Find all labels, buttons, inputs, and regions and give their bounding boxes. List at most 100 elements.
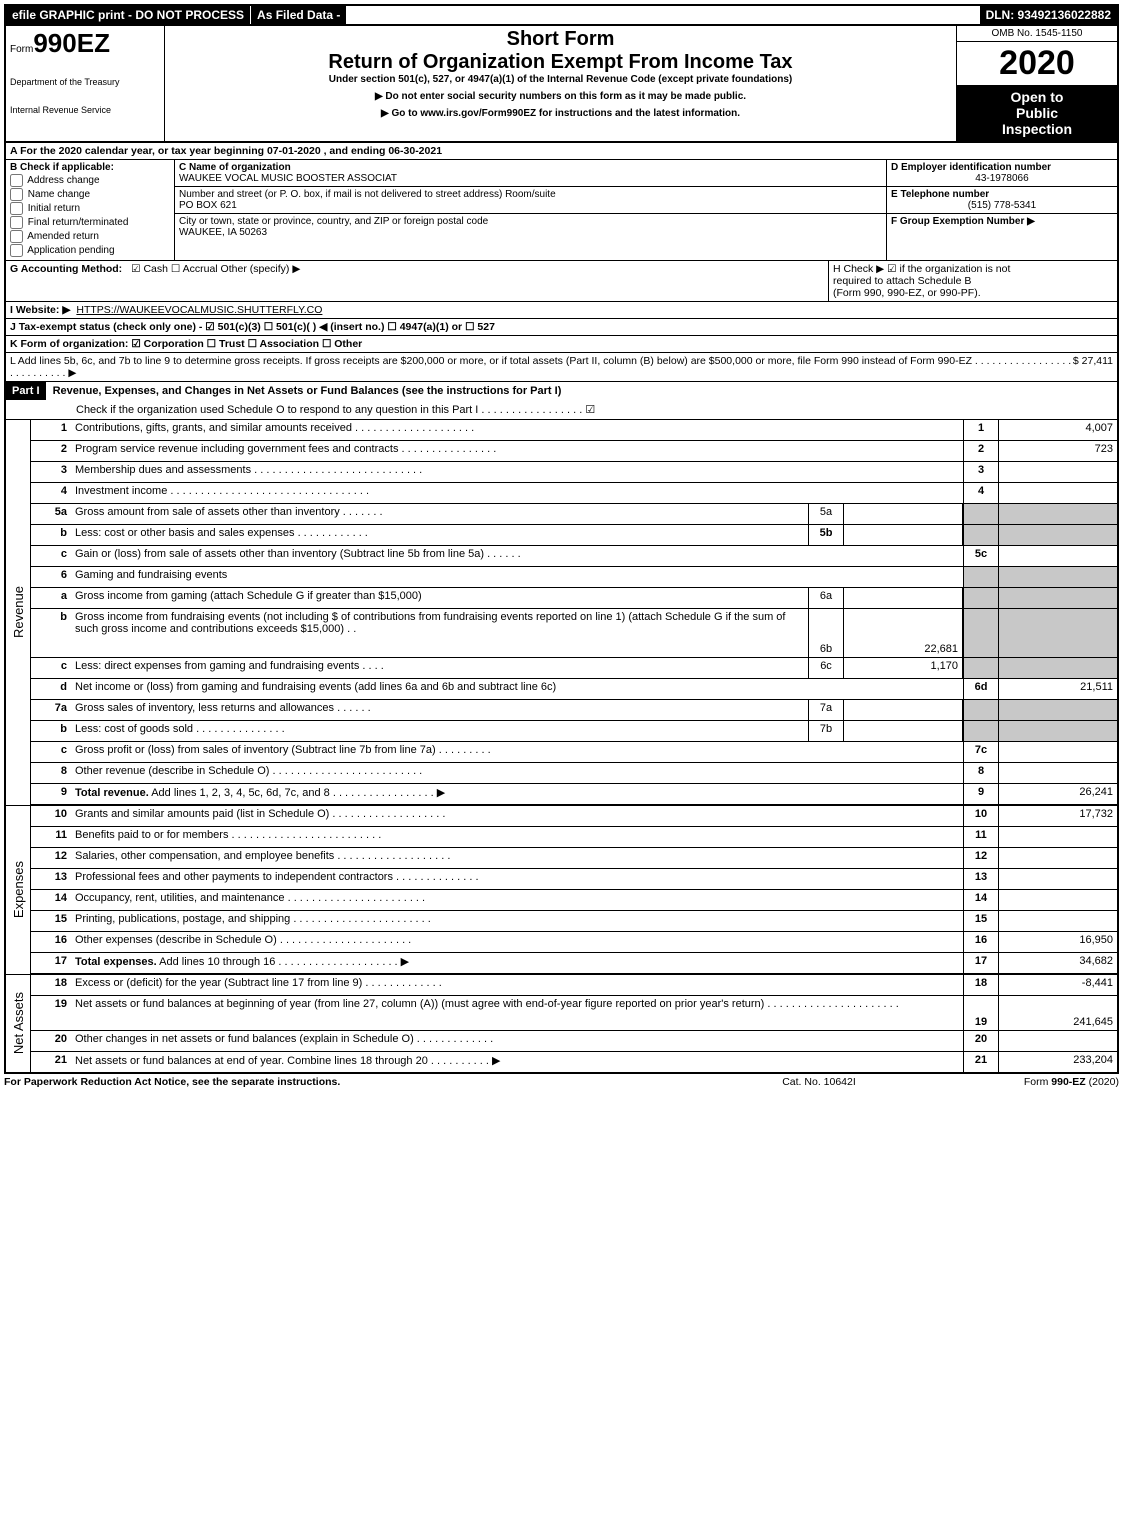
row-j-taxexempt: J Tax-exempt status (check only one) - ☑… [6, 319, 1117, 336]
line-2-value: 723 [999, 441, 1117, 461]
line-12: 12 Salaries, other compensation, and emp… [31, 848, 1117, 869]
netassets-section: Net Assets 18 Excess or (deficit) for th… [6, 974, 1117, 1072]
page-footer: For Paperwork Reduction Act Notice, see … [4, 1074, 1119, 1088]
line-6a: a Gross income from gaming (attach Sched… [31, 588, 1117, 609]
revenue-section: Revenue 1 Contributions, gifts, grants, … [6, 420, 1117, 805]
line-1-value: 4,007 [999, 420, 1117, 440]
line-15: 15 Printing, publications, postage, and … [31, 911, 1117, 932]
line-21: 21 Net assets or fund balances at end of… [31, 1052, 1117, 1072]
line-7a: 7a Gross sales of inventory, less return… [31, 700, 1117, 721]
chk-address-change[interactable]: Address change [10, 174, 170, 187]
line-8: 8 Other revenue (describe in Schedule O)… [31, 763, 1117, 784]
section-b: B Check if applicable: Address change Na… [6, 160, 175, 260]
org-address-cell: Number and street (or P. O. box, if mail… [175, 187, 886, 214]
line-17: 17 Total expenses. Add lines 10 through … [31, 953, 1117, 974]
footer-formno: Form 990-EZ (2020) [919, 1076, 1119, 1088]
short-form-title: Short Form [169, 28, 952, 51]
goto-note: ▶ Go to www.irs.gov/Form990EZ for instru… [169, 108, 952, 119]
top-bar: efile GRAPHIC print - DO NOT PROCESS As … [6, 6, 1117, 26]
form-container: efile GRAPHIC print - DO NOT PROCESS As … [4, 4, 1119, 1074]
line-17-value: 34,682 [999, 953, 1117, 973]
chk-amended[interactable]: Amended return [10, 230, 170, 243]
line-6d: d Net income or (loss) from gaming and f… [31, 679, 1117, 700]
line-6: 6 Gaming and fundraising events [31, 567, 1117, 588]
asfiled-label: As Filed Data - [250, 6, 346, 24]
section-f: F Group Exemption Number ▶ [887, 214, 1117, 229]
line-16-value: 16,950 [999, 932, 1117, 952]
header-left: Form990EZ Department of the Treasury Int… [6, 26, 165, 141]
line-10: 10 Grants and similar amounts paid (list… [31, 806, 1117, 827]
form-number: Form990EZ [10, 28, 160, 59]
block-bcdef: B Check if applicable: Address change Na… [6, 160, 1117, 261]
under-section: Under section 501(c), 527, or 4947(a)(1)… [169, 74, 952, 85]
phone-value: (515) 778-5341 [891, 200, 1113, 211]
dln-label: DLN: 93492136022882 [980, 6, 1117, 24]
org-name-cell: C Name of organization WAUKEE VOCAL MUSI… [175, 160, 886, 187]
row-l-grossreceipts: L Add lines 5b, 6c, and 7b to line 9 to … [6, 353, 1117, 382]
line-19: 19 Net assets or fund balances at beginn… [31, 996, 1117, 1031]
line-10-value: 17,732 [999, 806, 1117, 826]
line-9: 9 Total revenue. Add lines 1, 2, 3, 4, 5… [31, 784, 1117, 805]
org-name: WAUKEE VOCAL MUSIC BOOSTER ASSOCIAT [179, 173, 882, 184]
expenses-sidelabel: Expenses [6, 806, 31, 974]
org-address: PO BOX 621 [179, 200, 882, 211]
ein-value: 43-1978066 [891, 173, 1113, 184]
chk-name-change[interactable]: Name change [10, 188, 170, 201]
line-4: 4 Investment income . . . . . . . . . . … [31, 483, 1117, 504]
ssn-note: ▶ Do not enter social security numbers o… [169, 91, 952, 102]
section-c: C Name of organization WAUKEE VOCAL MUSI… [175, 160, 886, 260]
footer-catno: Cat. No. 10642I [719, 1076, 919, 1088]
line-5a: 5a Gross amount from sale of assets othe… [31, 504, 1117, 525]
dept-irs: Internal Revenue Service [10, 105, 160, 115]
header-center: Short Form Return of Organization Exempt… [165, 26, 956, 141]
section-def: D Employer identification number 43-1978… [886, 160, 1117, 260]
open-public-inspection: Open to Public Inspection [957, 85, 1117, 141]
line-18-value: -8,441 [999, 975, 1117, 995]
line-1: 1 Contributions, gifts, grants, and simi… [31, 420, 1117, 441]
gross-receipts-value: $ 27,411 [1073, 355, 1113, 379]
line-9-value: 26,241 [999, 784, 1117, 804]
line-13: 13 Professional fees and other payments … [31, 869, 1117, 890]
part1-label: Part I [6, 382, 46, 400]
part1-check: Check if the organization used Schedule … [6, 400, 1117, 419]
section-d: D Employer identification number 43-1978… [887, 160, 1117, 187]
netassets-sidelabel: Net Assets [6, 975, 31, 1072]
part1-title: Revenue, Expenses, and Changes in Net As… [49, 382, 566, 400]
line-2: 2 Program service revenue including gove… [31, 441, 1117, 462]
line-18: 18 Excess or (deficit) for the year (Sub… [31, 975, 1117, 996]
return-title: Return of Organization Exempt From Incom… [169, 51, 952, 74]
row-a-taxyear: A For the 2020 calendar year, or tax yea… [6, 143, 1117, 160]
line-11: 11 Benefits paid to or for members . . .… [31, 827, 1117, 848]
header-block: Form990EZ Department of the Treasury Int… [6, 26, 1117, 143]
line-6d-value: 21,511 [999, 679, 1117, 699]
line-5b: b Less: cost or other basis and sales ex… [31, 525, 1117, 546]
section-e: E Telephone number (515) 778-5341 [887, 187, 1117, 214]
line-20: 20 Other changes in net assets or fund b… [31, 1031, 1117, 1052]
website-url[interactable]: HTTPS://WAUKEEVOCALMUSIC.SHUTTERFLY.CO [76, 304, 322, 316]
row-i-website: I Website: ▶ HTTPS://WAUKEEVOCALMUSIC.SH… [6, 302, 1117, 319]
omb-number: OMB No. 1545-1150 [957, 26, 1117, 42]
section-b-title: B Check if applicable: [10, 162, 170, 173]
line-6b: b Gross income from fundraising events (… [31, 609, 1117, 658]
revenue-sidelabel: Revenue [6, 420, 31, 805]
line-6c: c Less: direct expenses from gaming and … [31, 658, 1117, 679]
efile-label: efile GRAPHIC print - DO NOT PROCESS [6, 6, 250, 24]
part1-header-row: Part I Revenue, Expenses, and Changes in… [6, 382, 1117, 420]
line-6b-value: 22,681 [844, 609, 963, 657]
line-5c: c Gain or (loss) from sale of assets oth… [31, 546, 1117, 567]
org-city: WAUKEE, IA 50263 [179, 227, 882, 238]
row-h-scheduleb: H Check ▶ ☑ if the organization is not r… [828, 261, 1117, 301]
chk-final-return[interactable]: Final return/terminated [10, 216, 170, 229]
header-right: OMB No. 1545-1150 2020 Open to Public In… [956, 26, 1117, 141]
line-6c-value: 1,170 [844, 658, 963, 678]
line-19-value: 241,645 [999, 996, 1117, 1030]
line-3: 3 Membership dues and assessments . . . … [31, 462, 1117, 483]
chk-initial-return[interactable]: Initial return [10, 202, 170, 215]
chk-application-pending[interactable]: Application pending [10, 244, 170, 257]
row-k-orgform: K Form of organization: ☑ Corporation ☐ … [6, 336, 1117, 353]
expenses-section: Expenses 10 Grants and similar amounts p… [6, 805, 1117, 974]
row-g-accounting: G Accounting Method: ☑ Cash ☐ Accrual Ot… [10, 263, 828, 299]
line-16: 16 Other expenses (describe in Schedule … [31, 932, 1117, 953]
tax-year: 2020 [957, 42, 1117, 85]
line-7c: c Gross profit or (loss) from sales of i… [31, 742, 1117, 763]
